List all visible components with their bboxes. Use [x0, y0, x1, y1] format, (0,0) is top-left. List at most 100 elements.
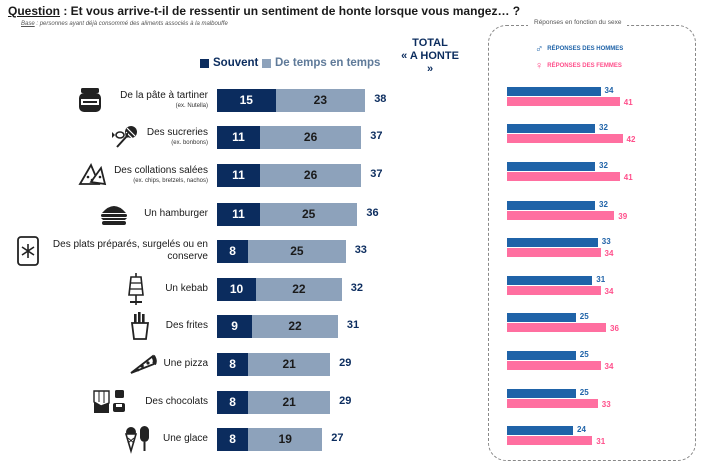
bar-femmes	[507, 134, 623, 143]
total-header: TOTAL « A HONTE »	[400, 37, 460, 76]
total-value: 29	[339, 357, 352, 369]
category-label: Des plats préparés, surgelés ou en conse…	[40, 239, 208, 263]
value-femmes: 33	[601, 400, 611, 409]
bar-hommes	[507, 351, 576, 360]
total-value: 38	[374, 93, 387, 105]
bar-femmes	[507, 361, 601, 370]
category-example: (ex. bonbons)	[171, 140, 208, 146]
bar-souvent: 11	[217, 202, 260, 226]
category-name: De la pâte à tartiner	[120, 90, 208, 101]
male-icon: ♂	[535, 43, 544, 55]
value-hommes: 24	[577, 425, 586, 434]
bar-temps: 23	[275, 88, 366, 112]
bar-temps: 22	[252, 314, 338, 338]
bar-femmes	[507, 97, 620, 106]
total-value: 33	[354, 244, 367, 256]
bar-femmes	[507, 399, 598, 408]
legend-souvent: Souvent	[200, 57, 258, 69]
ice-cream-icon	[122, 424, 152, 459]
value-femmes: 31	[596, 437, 606, 446]
category-name: Des plats préparés, surgelés ou en conse…	[52, 239, 208, 262]
value-hommes: 32	[599, 200, 608, 209]
total-value: 32	[350, 282, 364, 294]
total-header-line2: « A HONTE »	[401, 50, 459, 75]
total-value: 29	[339, 395, 352, 407]
category-label: Des sucreries (ex. bonbons)	[50, 127, 208, 147]
bar-femmes	[507, 172, 620, 181]
gender-panel-title: Réponses en fonction du sexe	[528, 19, 628, 26]
category-label: Des collations salées (ex. chips, bretzel…	[50, 165, 208, 185]
value-hommes: 25	[579, 350, 589, 359]
nachos-icon	[77, 162, 107, 193]
category-name: Des frites	[165, 320, 208, 331]
pizza-icon	[127, 352, 157, 381]
category-label: Des frites	[50, 320, 208, 332]
bar-temps: 19	[248, 427, 323, 451]
female-icon: ♀	[535, 60, 544, 72]
bar-souvent: 15	[217, 88, 276, 112]
category-name: Une pizza	[163, 358, 208, 369]
chocolate-icon	[91, 387, 133, 422]
bar-souvent: 11	[217, 163, 260, 187]
bar-femmes	[507, 436, 593, 445]
bar-hommes	[507, 276, 593, 285]
total-value: 36	[366, 207, 379, 219]
legend-souvent-label: Souvent	[213, 57, 259, 69]
category-name: Des collations salées	[114, 165, 208, 176]
category-label: Une pizza	[50, 358, 208, 370]
value-hommes: 33	[601, 237, 611, 246]
value-femmes: 41	[623, 98, 633, 107]
bar-temps: 22	[256, 277, 342, 301]
question-text: : Et vous arrive-t-il de ressentir un se…	[60, 4, 521, 18]
bar-souvent: 8	[217, 352, 249, 376]
bar-souvent: 8	[217, 427, 249, 451]
total-value: 37	[370, 168, 383, 180]
hamburger-icon	[99, 202, 129, 231]
total-value: 31	[346, 319, 360, 331]
bar-souvent: 10	[217, 277, 256, 301]
legend-men-label: RÉPONSES DES HOMMES	[547, 46, 624, 52]
bar-hommes	[507, 87, 601, 96]
value-hommes: 31	[596, 275, 606, 284]
bar-souvent: 8	[217, 390, 249, 414]
bar-femmes	[507, 323, 606, 332]
bar-femmes	[507, 211, 615, 220]
bar-hommes	[507, 389, 576, 398]
category-label: Un kebab	[50, 283, 208, 295]
category-name: Un kebab	[165, 283, 208, 294]
legend-temps-swatch	[262, 58, 271, 68]
bar-femmes	[507, 248, 601, 257]
bar-temps: 21	[248, 390, 331, 414]
value-femmes: 41	[623, 173, 633, 182]
category-name: Une glace	[162, 433, 208, 444]
bar-souvent: 11	[217, 125, 260, 149]
bar-temps: 26	[259, 125, 362, 149]
bar-temps: 21	[248, 352, 331, 376]
value-femmes: 34	[604, 249, 614, 258]
bar-hommes	[507, 201, 595, 210]
bar-hommes	[507, 313, 576, 322]
category-example: (ex. chips, bretzels, nachos)	[133, 178, 208, 184]
legend-men: ♂ RÉPONSES DES HOMMES	[535, 43, 624, 55]
value-femmes: 42	[626, 135, 636, 144]
bar-hommes	[507, 124, 595, 133]
category-label: Un hamburger	[50, 208, 208, 220]
legend-temps: De temps en temps	[262, 57, 380, 69]
kebab-icon	[125, 272, 147, 311]
base-note: Base : personnes ayant déjà consommé des…	[21, 21, 228, 27]
value-femmes: 36	[610, 324, 619, 333]
base-label: Base	[21, 21, 35, 27]
base-text: : personnes ayant déjà consommé des alim…	[34, 21, 228, 27]
bar-temps: 25	[259, 202, 358, 226]
legend-temps-label: De temps en temps	[275, 57, 381, 69]
question-title: Question : Et vous arrive-t-il de ressen…	[8, 4, 520, 18]
value-hommes: 25	[579, 312, 589, 321]
bar-hommes	[507, 426, 573, 435]
bar-femmes	[507, 286, 601, 295]
bar-souvent: 8	[217, 239, 249, 263]
value-hommes: 32	[599, 123, 608, 132]
value-hommes: 34	[604, 86, 614, 95]
bar-temps: 26	[259, 163, 362, 187]
value-hommes: 25	[579, 388, 589, 397]
total-value: 37	[370, 130, 383, 142]
